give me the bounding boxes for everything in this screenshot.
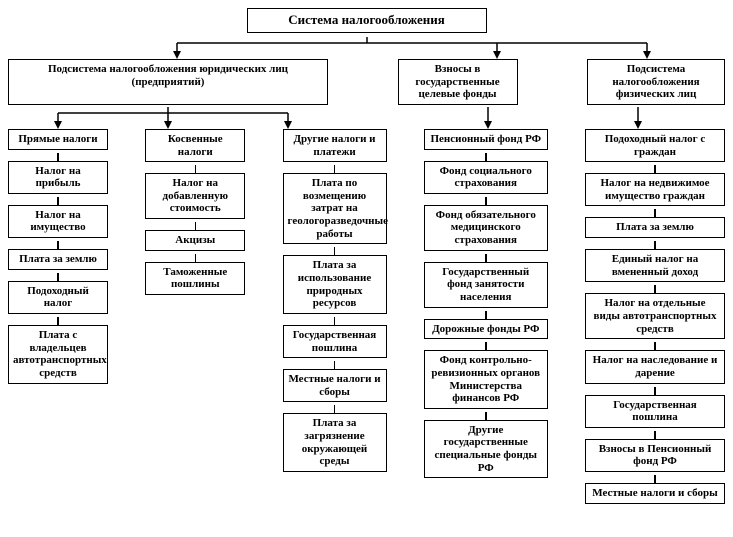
- item-ind-1: Налог на недвижимое имущество граждан: [585, 173, 725, 206]
- vline: [57, 273, 59, 281]
- vline: [654, 165, 656, 173]
- item-direct-1: Налог на имущество: [8, 205, 108, 238]
- item-ind-4: Налог на отдельные виды автотранспортных…: [585, 293, 725, 339]
- vline: [485, 342, 487, 350]
- item-funds-4: Дорожные фонды РФ: [424, 319, 548, 340]
- vline: [195, 254, 197, 262]
- header-other: Другие налоги и платежи: [283, 129, 387, 162]
- vline: [485, 153, 487, 161]
- item-ind-5: Налог на наследование и дарение: [585, 350, 725, 383]
- item-other-2: Государственная пошлина: [283, 325, 387, 358]
- vline: [334, 317, 336, 325]
- item-funds-3: Государственный фонд занятости населения: [424, 262, 548, 308]
- vline: [334, 165, 336, 173]
- vline: [654, 209, 656, 217]
- item-ind-0: Подоходный налог с граждан: [585, 129, 725, 162]
- item-direct-3: Подоходный налог: [8, 281, 108, 314]
- level2-row: Подсистема налогообложения юридических л…: [8, 59, 725, 105]
- item-ind-2: Плата за землю: [585, 217, 725, 238]
- root-node: Система налогообложения: [247, 8, 487, 33]
- vline: [334, 247, 336, 255]
- vline: [654, 387, 656, 395]
- connector-legal-sub: [8, 107, 708, 129]
- vline: [654, 285, 656, 293]
- vline: [654, 342, 656, 350]
- item-indirect-2: Таможенные пошлины: [145, 262, 245, 295]
- item-ind-6: Государственная пошлина: [585, 395, 725, 428]
- vline: [57, 153, 59, 161]
- item-indirect-1: Акцизы: [145, 230, 245, 251]
- col-individual: Подоходный налог с граждан Налог на недв…: [585, 129, 725, 507]
- item-direct-2: Плата за землю: [8, 249, 108, 270]
- vline: [334, 405, 336, 413]
- item-ind-8: Местные налоги и сборы: [585, 483, 725, 504]
- vline: [195, 222, 197, 230]
- vline: [485, 311, 487, 319]
- item-other-1: Плата за использование природных ресурсо…: [283, 255, 387, 314]
- item-ind-7: Взносы в Пенсионный фонд РФ: [585, 439, 725, 472]
- item-funds-5: Фонд контрольно-ревизионных органов Мини…: [424, 350, 548, 409]
- col-other: Другие налоги и платежи Плата по возмеще…: [283, 129, 387, 507]
- vline: [654, 241, 656, 249]
- vline: [195, 165, 197, 173]
- vline: [57, 317, 59, 325]
- item-ind-3: Единый налог на вмененный доход: [585, 249, 725, 282]
- item-funds-6: Другие государственные специальные фонды…: [424, 420, 548, 479]
- col-indirect: Косвенные налоги Налог на добавленную ст…: [145, 129, 245, 507]
- item-other-4: Плата за загрязнение окружающей среды: [283, 413, 387, 472]
- item-funds-2: Фонд обязательного медицинского страхова…: [424, 205, 548, 251]
- item-other-0: Плата по возмещению затрат на геологораз…: [283, 173, 387, 244]
- item-direct-0: Налог на прибыль: [8, 161, 108, 194]
- vline: [485, 412, 487, 420]
- item-direct-4: Плата с владельцев автотранспортных сред…: [8, 325, 108, 384]
- vline: [334, 361, 336, 369]
- header-direct: Прямые налоги: [8, 129, 108, 150]
- node-individual: Подсистема налогообложения физических ли…: [587, 59, 725, 105]
- item-funds-1: Фонд социального страхования: [424, 161, 548, 194]
- node-legal: Подсистема налогообложения юридических л…: [8, 59, 328, 105]
- header-indirect: Косвенные налоги: [145, 129, 245, 162]
- vline: [57, 197, 59, 205]
- col-funds: Пенсионный фонд РФ Фонд социального стра…: [424, 129, 548, 507]
- item-indirect-0: Налог на добавленную стоимость: [145, 173, 245, 219]
- columns-row: Прямые налоги Налог на прибыль Налог на …: [8, 129, 725, 507]
- vline: [654, 431, 656, 439]
- item-other-3: Местные налоги и сборы: [283, 369, 387, 402]
- vline: [57, 241, 59, 249]
- vline: [654, 475, 656, 483]
- vline: [485, 254, 487, 262]
- vline: [485, 197, 487, 205]
- node-funds: Взносы в государственные целевые фонды: [398, 59, 518, 105]
- col-direct: Прямые налоги Налог на прибыль Налог на …: [8, 129, 108, 507]
- item-funds-0: Пенсионный фонд РФ: [424, 129, 548, 150]
- connector-root: [17, 37, 717, 59]
